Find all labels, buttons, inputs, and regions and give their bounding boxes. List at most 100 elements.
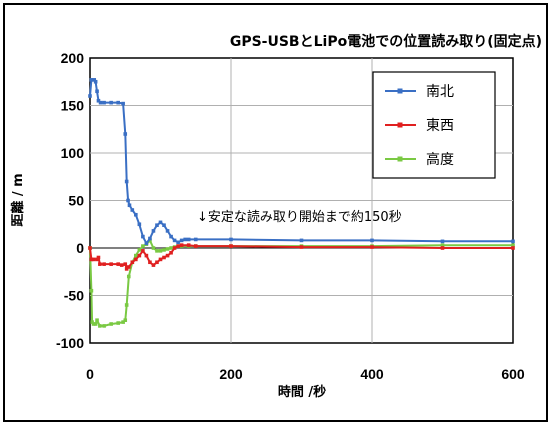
data-point: [123, 262, 128, 266]
data-point: [95, 257, 99, 262]
data-point: [121, 320, 125, 324]
data-point: [229, 244, 233, 248]
data-point: [109, 262, 113, 266]
data-point: [91, 257, 96, 262]
x-tick-label: 0: [86, 366, 94, 382]
data-point: [155, 223, 159, 227]
data-point: [162, 248, 166, 252]
data-point: [95, 318, 99, 322]
y-tick-label: 150: [61, 98, 85, 114]
data-point: [299, 238, 304, 243]
data-point: [137, 253, 142, 258]
series-group: [88, 78, 515, 328]
data-point: [116, 262, 120, 266]
data-point: [89, 257, 94, 262]
data-point: [123, 318, 128, 322]
data-point: [151, 246, 156, 250]
data-point: [109, 322, 113, 326]
data-point: [134, 257, 138, 262]
x-tick-label: 200: [219, 366, 243, 382]
data-point: [141, 234, 145, 239]
legend-swatch-marker: [397, 122, 403, 128]
data-point: [137, 248, 142, 252]
data-point: [183, 237, 187, 242]
data-point: [511, 239, 515, 244]
data-point: [98, 324, 102, 328]
data-point: [186, 243, 191, 247]
legend-label: 高度: [426, 151, 454, 168]
data-point: [102, 262, 106, 266]
legend-swatch-marker: [397, 156, 403, 162]
legend-label: 南北: [426, 84, 454, 100]
data-point: [148, 236, 152, 241]
data-point: [162, 223, 166, 227]
data-point: [229, 237, 233, 242]
data-point: [96, 255, 101, 260]
y-axis-label: 距離 / m: [10, 173, 26, 226]
data-point: [155, 249, 159, 253]
data-point: [169, 250, 173, 255]
data-point: [165, 253, 170, 258]
data-point: [124, 303, 129, 307]
data-point: [98, 100, 103, 105]
data-point: [137, 222, 142, 227]
x-tick-label: 400: [360, 366, 384, 382]
data-point: [511, 243, 515, 247]
data-point: [148, 260, 152, 265]
data-point: [151, 229, 156, 233]
data-point: [98, 262, 102, 266]
data-point: [134, 253, 138, 258]
data-point: [193, 237, 198, 242]
data-point: [169, 234, 173, 239]
data-point: [144, 241, 149, 246]
data-point: [102, 324, 106, 328]
data-point: [165, 247, 170, 251]
y-tick-label: 200: [61, 50, 85, 66]
data-point: [186, 237, 191, 242]
data-point: [165, 229, 170, 233]
data-point: [370, 238, 374, 243]
data-point: [127, 203, 132, 208]
data-point: [370, 245, 374, 249]
data-point: [155, 260, 159, 265]
legend-label: 東西: [426, 118, 454, 134]
data-point: [440, 243, 445, 247]
data-point: [93, 79, 98, 84]
data-point: [126, 198, 130, 203]
data-point: [162, 255, 166, 260]
x-axis-label: 時間 /秒: [278, 384, 326, 400]
data-point: [88, 94, 92, 98]
data-point: [90, 320, 94, 324]
y-tick-label: 100: [61, 145, 85, 161]
data-point: [92, 78, 97, 82]
data-point: [116, 100, 120, 105]
data-point: [148, 238, 152, 243]
data-point: [158, 220, 163, 225]
data-point: [141, 244, 145, 248]
data-point: [299, 245, 304, 249]
annotation-text: ↓安定な読み取り開始まで約150秒: [197, 209, 402, 225]
data-point: [144, 253, 149, 258]
data-point: [121, 101, 125, 106]
data-point: [158, 249, 163, 253]
data-point: [130, 208, 135, 212]
data-point: [124, 267, 129, 271]
data-point: [179, 243, 184, 247]
data-point: [96, 98, 101, 103]
data-point: [179, 238, 184, 243]
data-point: [126, 274, 131, 279]
data-point: [176, 244, 180, 248]
x-tick-label: 600: [501, 366, 525, 382]
data-point: [93, 322, 98, 326]
data-point: [511, 246, 515, 250]
data-point: [172, 246, 177, 250]
data-point: [109, 100, 113, 105]
legend-swatch-marker: [397, 88, 403, 94]
y-tick-label: -50: [64, 288, 84, 304]
data-point: [134, 212, 138, 217]
data-point: [91, 322, 96, 326]
data-point: [95, 89, 99, 94]
y-tick-label: 0: [76, 240, 84, 256]
